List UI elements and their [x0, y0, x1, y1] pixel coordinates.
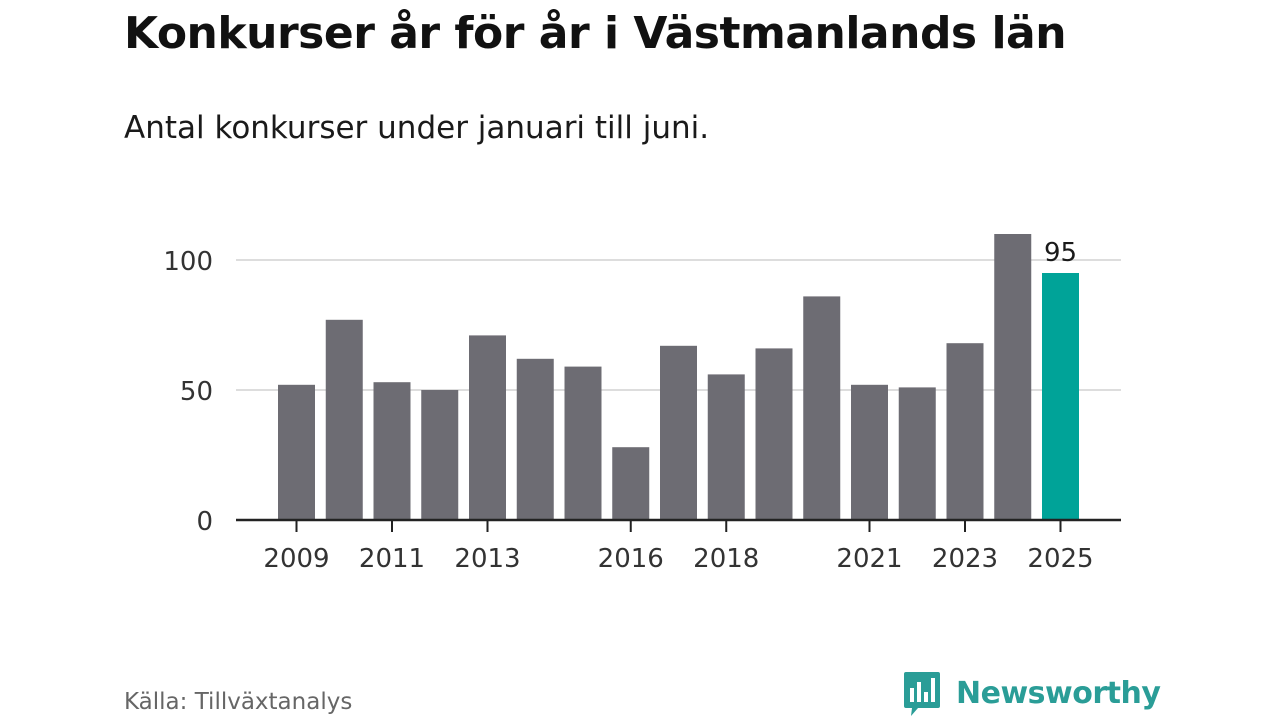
bar-2022 — [898, 387, 936, 520]
bar-2014 — [516, 358, 554, 520]
bar-2020 — [803, 296, 841, 520]
bar-2023 — [946, 343, 984, 520]
x-tick-label: 2016 — [598, 544, 664, 574]
bar-2012 — [421, 390, 459, 520]
x-axis — [236, 518, 1121, 532]
bar-2024 — [994, 234, 1032, 520]
y-tick-label: 0 — [196, 507, 213, 537]
newsworthy-logo-icon — [904, 672, 940, 716]
x-tick-label: 2021 — [836, 544, 902, 574]
x-tick-label: 2013 — [454, 544, 520, 574]
bar-2018 — [707, 374, 745, 520]
bar-2011 — [373, 382, 411, 520]
x-tick-label: 2025 — [1027, 544, 1093, 574]
y-tick-label: 50 — [180, 377, 213, 407]
bar-2013 — [469, 335, 506, 520]
bars — [278, 234, 1079, 520]
x-tick-label: 2009 — [263, 544, 329, 574]
x-tick-label: 2018 — [693, 544, 759, 574]
bar-2019 — [755, 348, 793, 520]
x-tick-label: 2011 — [359, 544, 425, 574]
bar-2025 — [1042, 273, 1079, 520]
bar-2010 — [325, 319, 363, 520]
source-note: Källa: Tillväxtanalys — [124, 689, 353, 715]
y-tick-label: 100 — [163, 247, 213, 277]
brand-logo: Newsworthy — [902, 670, 1161, 718]
chart-subtitle: Antal konkurser under januari till juni. — [124, 110, 710, 146]
data-label: 95 — [1044, 238, 1077, 268]
bar-2016 — [612, 447, 650, 520]
bar-2021 — [851, 384, 888, 520]
bar-2015 — [564, 366, 602, 520]
labels: 0 50 100 2009 2011 2013 2016 2018 2021 2023 2025 95 — [163, 238, 1093, 574]
brand-name: Newsworthy — [956, 676, 1161, 711]
x-tick-label: 2023 — [932, 544, 998, 574]
chart-title: Konkurser år för år i Västmanlands län — [124, 8, 1067, 59]
bar-2017 — [660, 345, 697, 520]
bar-2009 — [278, 384, 315, 520]
